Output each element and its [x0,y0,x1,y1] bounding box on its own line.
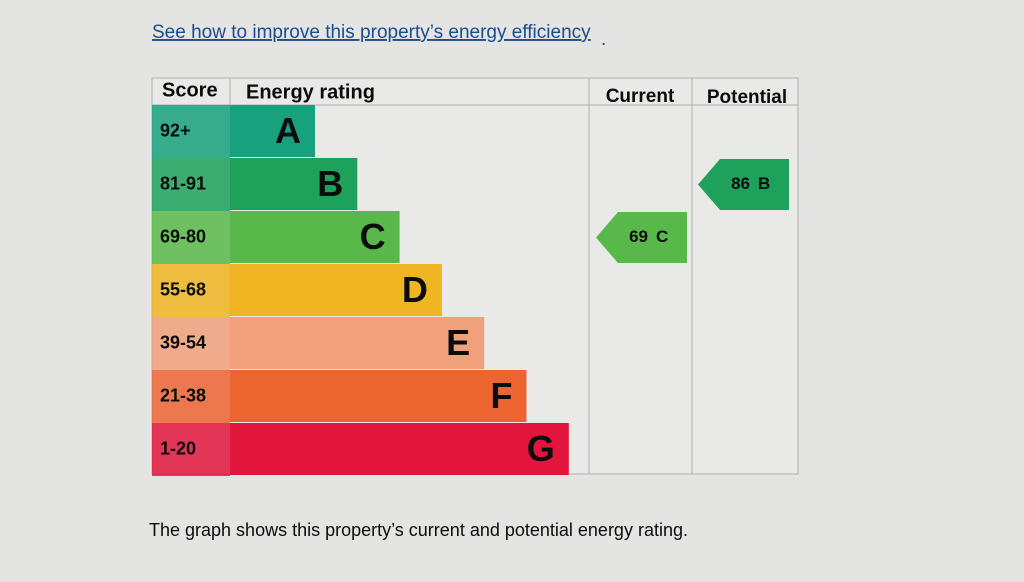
rating-band [230,317,485,369]
band-letter: A [275,110,301,151]
band-letter: F [491,375,513,416]
rating-band [230,264,442,316]
current-letter: C [656,227,668,246]
rating-band [230,211,400,263]
rating-band [230,423,569,475]
header-potential: Potential [707,87,787,108]
improve-link[interactable]: See how to improve this property’s energ… [152,22,591,43]
potential-arrow [698,159,789,210]
potential-letter: B [758,174,770,193]
link-trail: . [601,29,606,50]
score-range: 1-20 [160,438,196,458]
score-cell [152,370,230,423]
header-rating: Energy rating [246,81,375,103]
score-cell [152,211,230,264]
band-letter: E [446,322,470,363]
band-letter: G [527,428,555,469]
header-score: Score [162,79,218,101]
header-current: Current [606,86,675,107]
score-cell [152,317,230,370]
score-cell [152,423,230,476]
score-range: 21-38 [160,385,206,405]
score-cell [152,264,230,317]
score-range: 39-54 [160,332,206,352]
band-letter: D [402,269,428,310]
current-score: 69 [629,227,648,246]
score-cell [152,105,230,158]
band-letter: C [360,216,386,257]
score-range: 55-68 [160,279,206,299]
rating-band [230,158,358,210]
current-arrow [596,212,687,263]
score-range: 92+ [160,120,191,140]
band-letter: B [317,163,343,204]
rating-band [230,105,315,157]
caption: The graph shows this property’s current … [149,520,688,540]
score-range: 81-91 [160,173,206,193]
score-range: 69-80 [160,226,206,246]
score-cell [152,158,230,211]
rating-band [230,370,527,422]
potential-score: 86 [731,174,750,193]
